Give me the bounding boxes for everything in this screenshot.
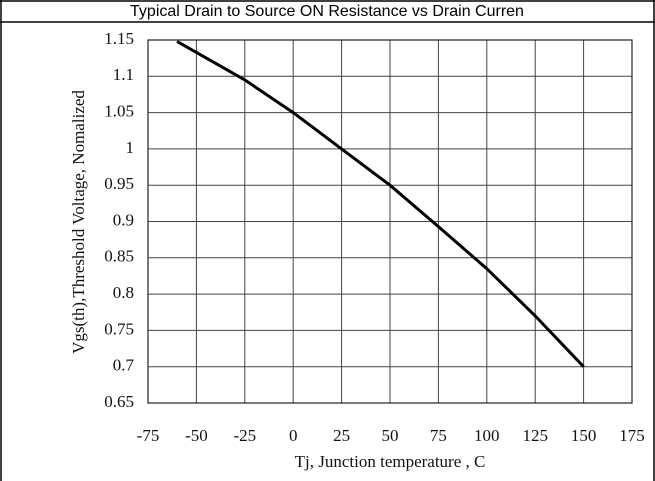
y-tick-label: 0.9: [113, 210, 134, 229]
data-line: [176, 40, 585, 368]
plot-border: [147, 39, 633, 404]
x-tick-label: 50: [382, 426, 399, 445]
x-tick-label: -75: [137, 426, 160, 445]
x-tick-label: 125: [522, 426, 548, 445]
x-tick-label: -50: [185, 426, 208, 445]
x-tick-label: 0: [289, 426, 298, 445]
x-tick-label: 75: [430, 426, 447, 445]
y-tick-label: 0.65: [104, 392, 134, 411]
y-tick-label: 0.85: [104, 247, 134, 266]
y-tick-label: 1.1: [113, 65, 134, 84]
y-tick-label: 1.05: [104, 102, 134, 121]
x-tick-label: 175: [619, 426, 645, 445]
y-tick-label: 1: [126, 138, 135, 157]
y-tick-label: 0.75: [104, 319, 134, 338]
y-tick-label: 0.8: [113, 283, 134, 302]
x-tick-label: 100: [474, 426, 500, 445]
x-tick-label: 150: [571, 426, 597, 445]
x-tick-label: -25: [233, 426, 256, 445]
y-axis-label: Vgs(th),Threshold Voltage, Nomalized: [69, 90, 88, 354]
x-tick-label: 25: [333, 426, 350, 445]
x-axis-label: Tj, Junction temperature , C: [295, 452, 486, 471]
y-tick-label: 0.7: [113, 356, 135, 375]
y-tick-label: 1.15: [104, 29, 134, 48]
y-tick-label: 0.95: [104, 174, 134, 193]
chart-title: Typical Drain to Source ON Resistance vs…: [130, 3, 524, 20]
